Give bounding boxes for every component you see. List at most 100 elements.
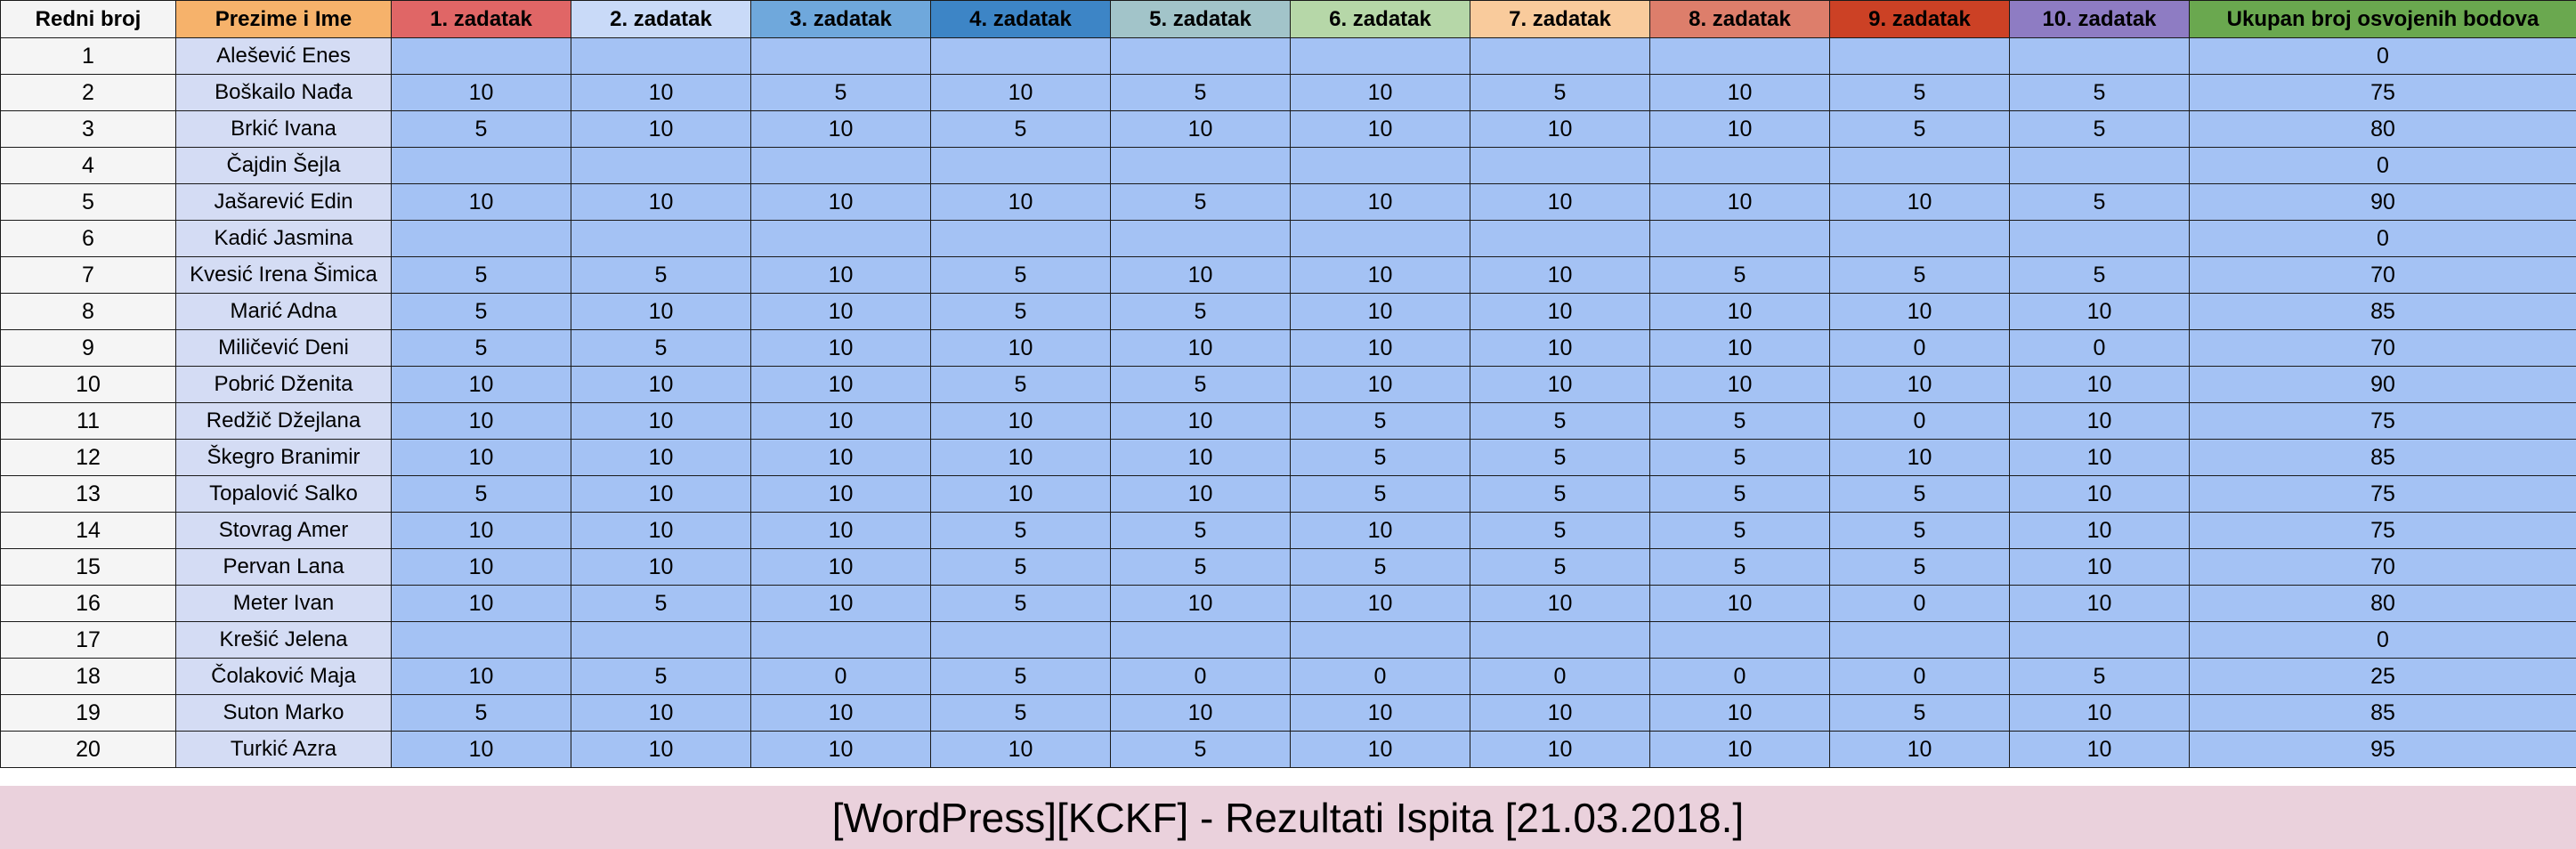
task-score-cell[interactable]: 10: [750, 293, 931, 330]
total-score-cell[interactable]: 75: [2189, 402, 2576, 440]
task-score-cell[interactable]: [1110, 37, 1291, 75]
task-score-cell[interactable]: 5: [2009, 658, 2190, 695]
task-score-cell[interactable]: [571, 220, 751, 257]
total-score-cell[interactable]: 85: [2189, 293, 2576, 330]
column-header[interactable]: 4. zadatak: [930, 0, 1111, 38]
task-score-cell[interactable]: [750, 147, 931, 184]
task-score-cell[interactable]: 10: [1110, 110, 1291, 148]
task-score-cell[interactable]: [391, 621, 571, 659]
task-score-cell[interactable]: 10: [1829, 183, 2010, 221]
task-score-cell[interactable]: 10: [750, 585, 931, 622]
total-score-cell[interactable]: 70: [2189, 329, 2576, 367]
task-score-cell[interactable]: 10: [750, 329, 931, 367]
task-score-cell[interactable]: 10: [571, 694, 751, 732]
task-score-cell[interactable]: 5: [1110, 548, 1291, 586]
task-score-cell[interactable]: 5: [2009, 74, 2190, 111]
row-number-cell[interactable]: 16: [0, 585, 176, 622]
task-score-cell[interactable]: 5: [930, 110, 1111, 148]
student-name-cell[interactable]: Miličević Deni: [175, 329, 392, 367]
task-score-cell[interactable]: 5: [1649, 402, 1830, 440]
task-score-cell[interactable]: 10: [571, 731, 751, 768]
row-number-cell[interactable]: 1: [0, 37, 176, 75]
task-score-cell[interactable]: 5: [1470, 475, 1650, 513]
row-number-cell[interactable]: 12: [0, 439, 176, 476]
task-score-cell[interactable]: 10: [1110, 329, 1291, 367]
total-score-cell[interactable]: 70: [2189, 548, 2576, 586]
task-score-cell[interactable]: [2009, 220, 2190, 257]
task-score-cell[interactable]: [1649, 621, 1830, 659]
task-score-cell[interactable]: 10: [571, 512, 751, 549]
task-score-cell[interactable]: 0: [1829, 402, 2010, 440]
student-name-cell[interactable]: Suton Marko: [175, 694, 392, 732]
task-score-cell[interactable]: 5: [391, 293, 571, 330]
task-score-cell[interactable]: 5: [930, 585, 1111, 622]
task-score-cell[interactable]: 10: [1290, 512, 1470, 549]
task-score-cell[interactable]: 10: [1829, 366, 2010, 403]
row-number-cell[interactable]: 5: [0, 183, 176, 221]
task-score-cell[interactable]: 10: [2009, 475, 2190, 513]
row-number-cell[interactable]: 17: [0, 621, 176, 659]
total-score-cell[interactable]: 0: [2189, 220, 2576, 257]
task-score-cell[interactable]: 5: [930, 512, 1111, 549]
task-score-cell[interactable]: 10: [571, 402, 751, 440]
student-name-cell[interactable]: Kadić Jasmina: [175, 220, 392, 257]
task-score-cell[interactable]: [571, 621, 751, 659]
column-header[interactable]: 3. zadatak: [750, 0, 931, 38]
row-number-cell[interactable]: 20: [0, 731, 176, 768]
task-score-cell[interactable]: 10: [1110, 439, 1291, 476]
total-score-cell[interactable]: 0: [2189, 147, 2576, 184]
task-score-cell[interactable]: 10: [1470, 110, 1650, 148]
task-score-cell[interactable]: [391, 147, 571, 184]
task-score-cell[interactable]: 5: [1110, 366, 1291, 403]
student-name-cell[interactable]: Redžič Džejlana: [175, 402, 392, 440]
row-number-cell[interactable]: 3: [0, 110, 176, 148]
task-score-cell[interactable]: [930, 37, 1111, 75]
task-score-cell[interactable]: 5: [1290, 548, 1470, 586]
column-header[interactable]: Redni broj: [0, 0, 176, 38]
row-number-cell[interactable]: 8: [0, 293, 176, 330]
task-score-cell[interactable]: 10: [750, 731, 931, 768]
row-number-cell[interactable]: 4: [0, 147, 176, 184]
task-score-cell[interactable]: [1649, 220, 1830, 257]
task-score-cell[interactable]: 5: [1110, 183, 1291, 221]
student-name-cell[interactable]: Kvesić Irena Šimica: [175, 256, 392, 294]
task-score-cell[interactable]: 10: [571, 548, 751, 586]
task-score-cell[interactable]: 5: [1829, 512, 2010, 549]
total-score-cell[interactable]: 75: [2189, 512, 2576, 549]
task-score-cell[interactable]: 0: [1829, 585, 2010, 622]
task-score-cell[interactable]: [1110, 147, 1291, 184]
task-score-cell[interactable]: 10: [571, 366, 751, 403]
task-score-cell[interactable]: 10: [571, 183, 751, 221]
task-score-cell[interactable]: 5: [1470, 402, 1650, 440]
task-score-cell[interactable]: 10: [1470, 694, 1650, 732]
task-score-cell[interactable]: 5: [1290, 402, 1470, 440]
task-score-cell[interactable]: 5: [391, 256, 571, 294]
task-score-cell[interactable]: 5: [1470, 512, 1650, 549]
task-score-cell[interactable]: 10: [750, 512, 931, 549]
total-score-cell[interactable]: 90: [2189, 183, 2576, 221]
column-header[interactable]: 10. zadatak: [2009, 0, 2190, 38]
task-score-cell[interactable]: 5: [1829, 110, 2010, 148]
task-score-cell[interactable]: 10: [750, 475, 931, 513]
task-score-cell[interactable]: [750, 621, 931, 659]
task-score-cell[interactable]: 5: [391, 110, 571, 148]
task-score-cell[interactable]: 5: [930, 293, 1111, 330]
task-score-cell[interactable]: 5: [1470, 74, 1650, 111]
total-score-cell[interactable]: 80: [2189, 110, 2576, 148]
task-score-cell[interactable]: 10: [1290, 74, 1470, 111]
total-score-cell[interactable]: 0: [2189, 37, 2576, 75]
task-score-cell[interactable]: 5: [1110, 731, 1291, 768]
task-score-cell[interactable]: 10: [391, 74, 571, 111]
task-score-cell[interactable]: 10: [391, 658, 571, 695]
task-score-cell[interactable]: [1290, 37, 1470, 75]
task-score-cell[interactable]: 0: [1829, 329, 2010, 367]
task-score-cell[interactable]: 10: [750, 256, 931, 294]
task-score-cell[interactable]: 10: [1470, 731, 1650, 768]
task-score-cell[interactable]: 10: [2009, 293, 2190, 330]
task-score-cell[interactable]: [1290, 147, 1470, 184]
student-name-cell[interactable]: Stovrag Amer: [175, 512, 392, 549]
task-score-cell[interactable]: 0: [1470, 658, 1650, 695]
column-header[interactable]: 7. zadatak: [1470, 0, 1650, 38]
task-score-cell[interactable]: [1470, 147, 1650, 184]
task-score-cell[interactable]: 10: [1290, 366, 1470, 403]
